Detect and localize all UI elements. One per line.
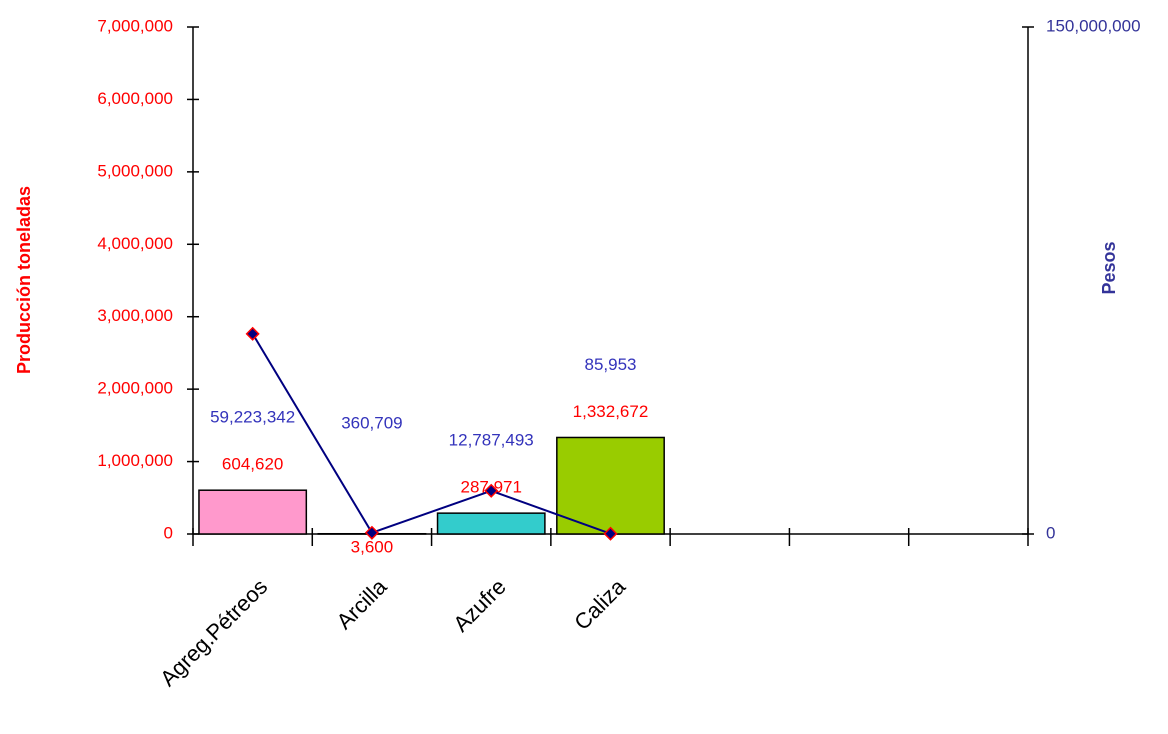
y2-tick-label: 150,000,000	[1046, 16, 1141, 35]
y2-tick-label: 0	[1046, 523, 1055, 542]
line-value-label: 360,709	[341, 413, 402, 432]
line-marker	[247, 328, 259, 340]
y2-axis-title: Pesos	[1099, 241, 1119, 294]
x-tick-label: Azufre	[448, 574, 511, 637]
line-value-label: 59,223,342	[210, 408, 295, 427]
line-value-label: 85,953	[585, 355, 637, 374]
line-value-label: 12,787,493	[449, 431, 534, 450]
y-tick-label: 4,000,000	[97, 234, 173, 253]
x-tick-label: Agreg.Pétreos	[155, 574, 272, 691]
y-tick-label: 0	[164, 523, 173, 542]
y-tick-label: 7,000,000	[97, 16, 173, 35]
bar	[199, 490, 306, 534]
x-tick-label: Arcilla	[332, 573, 393, 634]
bar-value-label: 604,620	[222, 455, 283, 474]
y-tick-label: 3,000,000	[97, 306, 173, 325]
y-tick-label: 2,000,000	[97, 379, 173, 398]
y-axis-title: Producción toneladas	[14, 186, 34, 374]
bar-value-label: 3,600	[351, 537, 394, 556]
y-tick-label: 6,000,000	[97, 89, 173, 108]
bar	[438, 513, 545, 534]
y-tick-label: 1,000,000	[97, 451, 173, 470]
x-tick-label: Caliza	[569, 573, 630, 634]
bar-value-label: 1,332,672	[573, 402, 649, 421]
y-tick-label: 5,000,000	[97, 161, 173, 180]
